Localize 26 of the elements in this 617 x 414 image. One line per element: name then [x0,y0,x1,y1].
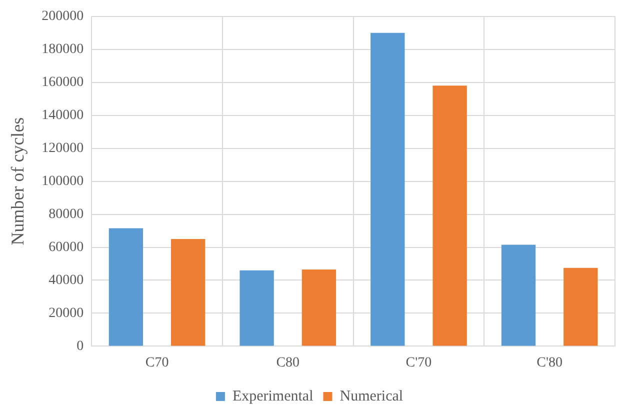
y-tick-label: 100000 [42,174,84,189]
y-tick-label: 180000 [42,42,84,58]
y-tick-label: 160000 [42,75,84,90]
bar [564,268,598,346]
y-tick-label: 20000 [48,306,84,321]
legend-label: Numerical [340,388,404,404]
y-axis-title: Number of cycles [8,117,28,246]
y-tick-label: 40000 [48,272,84,288]
legend-label: Experimental [232,388,314,404]
y-tick-label: 140000 [42,108,84,124]
bar [370,32,405,346]
y-tick-label: 200000 [42,9,84,24]
x-tick-label: C'70 [406,355,432,370]
y-tick-label: 80000 [48,206,84,222]
y-tick-label: 60000 [48,240,84,255]
bar [240,270,274,346]
y-tick-label: 0 [76,338,84,354]
y-tick-label: 120000 [42,140,84,156]
bar [302,270,336,346]
bar [108,228,144,346]
bar [501,244,536,346]
x-tick-label: C80 [276,355,300,370]
x-tick-label: C'80 [536,355,563,370]
x-tick-label: C70 [145,355,169,370]
bar [432,86,467,346]
bar [171,239,206,346]
